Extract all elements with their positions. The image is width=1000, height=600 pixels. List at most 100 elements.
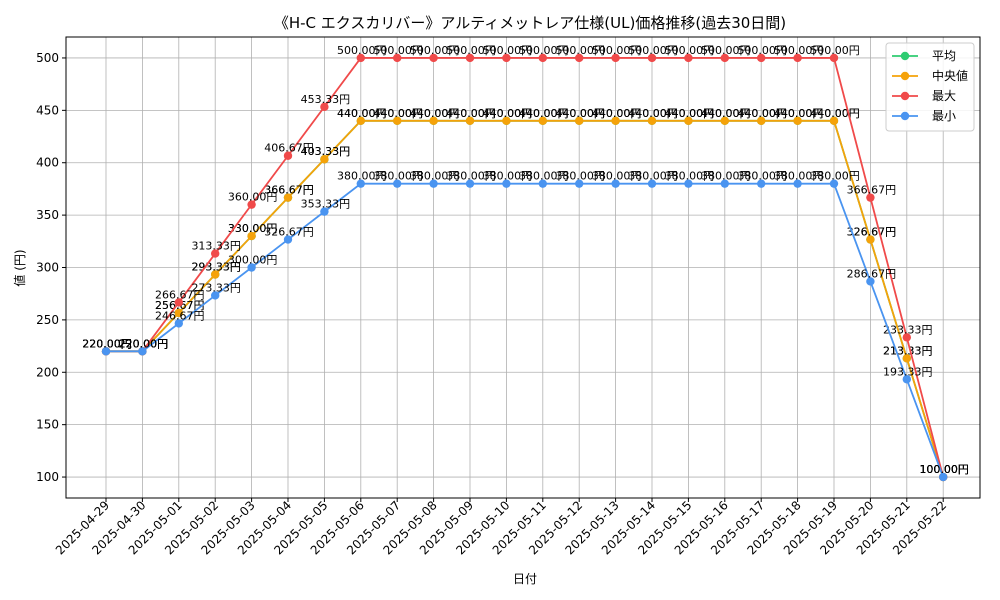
data-label: 380.00円 <box>665 170 715 183</box>
data-point <box>320 207 329 216</box>
data-label: 500.00円 <box>410 44 460 57</box>
data-label: 500.00円 <box>555 44 605 57</box>
data-point <box>684 116 693 126</box>
data-point <box>647 53 657 63</box>
data-point <box>720 116 729 126</box>
data-label: 440.00円 <box>555 107 605 120</box>
data-label: 440.00円 <box>483 107 533 120</box>
data-point <box>211 291 220 300</box>
data-label: 286.67円 <box>847 267 897 280</box>
data-label: 440.00円 <box>373 107 423 120</box>
data-point <box>684 179 693 188</box>
data-point <box>611 179 620 188</box>
data-point <box>320 102 329 112</box>
data-point <box>829 179 839 188</box>
data-point <box>502 116 511 126</box>
legend-box <box>885 42 975 132</box>
data-point <box>211 270 220 279</box>
data-point <box>247 263 256 272</box>
data-point <box>538 53 547 63</box>
data-label: 353.33円 <box>301 198 351 211</box>
y-tick-label: 450 <box>36 103 59 117</box>
legend-swatch-marker <box>900 91 910 101</box>
data-label: 440.00円 <box>774 107 824 120</box>
data-point <box>320 155 329 164</box>
data-point <box>829 53 839 63</box>
legend-label: 中央値 <box>932 68 968 83</box>
x-axis-title: 日付 <box>513 572 537 586</box>
data-label: 500.00円 <box>774 44 824 57</box>
data-point <box>720 179 729 188</box>
data-label: 313.33円 <box>191 240 241 253</box>
data-point <box>356 179 365 188</box>
data-point <box>283 193 293 202</box>
data-point <box>575 116 584 126</box>
data-label: 406.67円 <box>264 142 314 155</box>
data-label: 100.00円 <box>919 463 969 476</box>
data-label: 366.67円 <box>264 184 314 197</box>
series-line <box>106 119 945 478</box>
data-point <box>393 53 402 63</box>
data-label: 500.00円 <box>737 44 787 57</box>
data-label: 326.67円 <box>847 226 897 239</box>
data-label: 246.67円 <box>155 309 205 322</box>
data-point <box>502 53 511 63</box>
y-tick-label: 250 <box>36 313 59 327</box>
data-label: 380.00円 <box>810 170 860 183</box>
data-label: 440.00円 <box>774 107 824 120</box>
data-point <box>793 179 802 188</box>
series-line <box>106 57 945 478</box>
data-point <box>465 179 475 188</box>
data-label: 403.33円 <box>301 145 351 158</box>
data-label: 213.33円 <box>883 344 933 357</box>
data-point <box>575 179 584 188</box>
data-point <box>429 116 438 126</box>
data-label: 440.00円 <box>737 107 787 120</box>
data-label: 440.00円 <box>373 107 423 120</box>
data-point <box>611 116 620 126</box>
y-tick-label: 150 <box>36 418 59 432</box>
series-2: 220.00円220.00円256.67円293.33円330.00円366.6… <box>82 107 969 482</box>
data-label: 500.00円 <box>810 44 860 57</box>
data-label: 440.00円 <box>737 107 787 120</box>
data-point <box>465 53 475 63</box>
y-tick-label: 500 <box>36 51 59 65</box>
y-tick-label: 300 <box>36 261 59 275</box>
data-point <box>647 116 657 126</box>
chart-title: 《H-C エクスカリバー》アルティメットレア仕様(UL)価格推移(過去30日間) <box>274 14 786 32</box>
data-point <box>283 151 293 160</box>
data-point <box>538 116 547 126</box>
data-point <box>502 179 511 188</box>
data-point <box>538 179 547 188</box>
data-point <box>393 116 402 126</box>
data-label: 380.00円 <box>337 170 387 183</box>
data-label: 380.00円 <box>555 170 605 183</box>
data-label: 440.00円 <box>519 107 569 120</box>
data-label: 500.00円 <box>373 44 423 57</box>
y-tick-label: 100 <box>36 470 59 484</box>
data-label: 440.00円 <box>410 107 460 120</box>
data-point <box>866 235 875 244</box>
data-point <box>393 179 402 188</box>
legend-label: 平均 <box>932 49 956 63</box>
data-label: 500.00円 <box>446 44 496 57</box>
data-point <box>283 235 293 244</box>
data-point <box>575 53 584 63</box>
data-label: 440.00円 <box>337 107 387 120</box>
data-label: 453.33円 <box>301 93 351 106</box>
data-label: 500.00円 <box>665 44 715 57</box>
legend-swatch-marker <box>900 71 910 81</box>
data-point <box>211 249 220 258</box>
data-label: 440.00円 <box>701 107 751 120</box>
data-label: 380.00円 <box>519 170 569 183</box>
data-label: 440.00円 <box>592 107 642 120</box>
data-label: 440.00円 <box>665 107 715 120</box>
data-label: 220.00円 <box>82 337 132 350</box>
data-label: 220.00円 <box>119 337 169 350</box>
data-label: 380.00円 <box>592 170 642 183</box>
data-point <box>684 53 693 63</box>
